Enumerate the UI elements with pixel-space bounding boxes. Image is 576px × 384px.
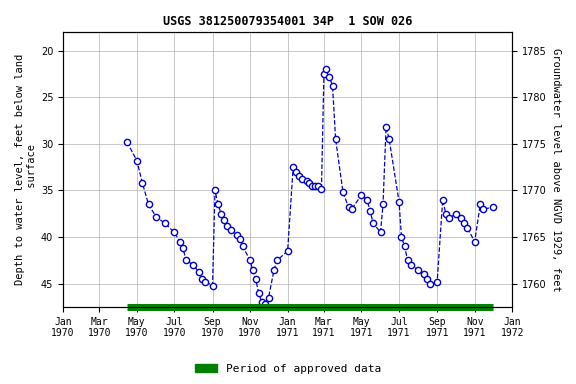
Title: USGS 381250079354001 34P  1 SOW 026: USGS 381250079354001 34P 1 SOW 026: [163, 15, 412, 28]
Legend: Period of approved data: Period of approved data: [191, 359, 385, 379]
Y-axis label: Depth to water level, feet below land
 surface: Depth to water level, feet below land su…: [15, 54, 37, 285]
Y-axis label: Groundwater level above NGVD 1929, feet: Groundwater level above NGVD 1929, feet: [551, 48, 561, 291]
